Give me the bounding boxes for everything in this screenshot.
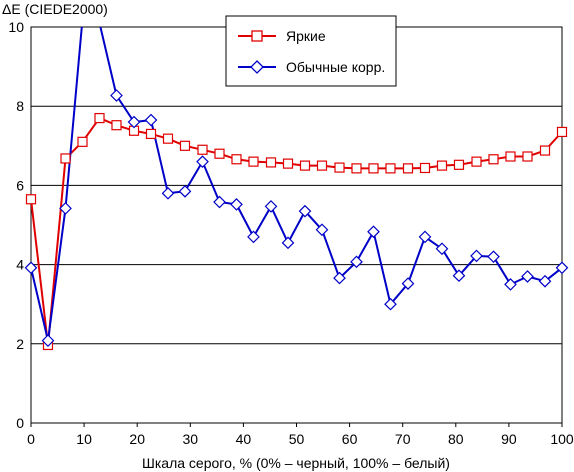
data-point-diamond	[435, 242, 449, 256]
data-point-square	[111, 120, 122, 131]
data-point-diamond	[401, 277, 415, 290]
data-point-diamond	[555, 261, 569, 275]
data-point-square	[282, 158, 294, 169]
data-point-diamond	[521, 270, 534, 283]
y-tick-label: 6	[16, 177, 24, 193]
y-tick-label: 2	[16, 336, 24, 352]
data-point-diamond	[350, 255, 363, 269]
data-point-diamond	[418, 230, 432, 244]
data-point-square	[316, 160, 328, 171]
data-point-square	[25, 194, 37, 205]
data-point-square	[145, 128, 157, 140]
x-tick-label: 50	[289, 431, 305, 447]
data-point-square	[334, 162, 345, 173]
data-point-square	[231, 154, 242, 165]
legend-marker-square	[251, 30, 263, 42]
x-tick-label: 60	[342, 431, 358, 447]
legend-box	[225, 15, 397, 87]
x-tick-label: 0	[27, 431, 35, 447]
x-axis-label: Шкала серого, % (0% – черный, 100% – бел…	[142, 455, 450, 471]
data-point-diamond	[144, 113, 158, 127]
data-point-square	[368, 163, 379, 174]
data-point-square	[385, 163, 396, 174]
data-point-square	[214, 148, 225, 159]
data-point-square	[505, 151, 516, 162]
data-point-diamond	[538, 274, 552, 288]
x-tick-label: 80	[448, 431, 464, 447]
y-tick-label: 8	[16, 98, 24, 114]
data-point-diamond	[230, 198, 243, 211]
data-point-diamond	[384, 297, 397, 311]
data-point-square	[402, 163, 414, 174]
data-point-square	[488, 154, 499, 165]
data-point-diamond	[504, 278, 517, 291]
gridlines	[31, 26, 562, 345]
data-point-diamond	[110, 89, 123, 102]
data-point-diamond	[127, 115, 141, 129]
data-point-square	[351, 163, 362, 174]
legend-label-normal: Обычные корр.	[286, 59, 385, 75]
data-point-diamond	[41, 334, 55, 347]
data-point-square	[419, 162, 431, 174]
legend-label-bright: Яркие	[286, 28, 326, 44]
x-tick-label: 90	[501, 431, 517, 447]
data-point-square	[162, 133, 174, 144]
data-point-diamond	[281, 236, 295, 250]
x-tick-label: 70	[395, 431, 411, 447]
data-point-diamond	[470, 249, 483, 263]
data-point-diamond	[333, 271, 346, 285]
data-point-diamond	[487, 250, 500, 264]
data-point-diamond	[161, 186, 175, 200]
data-point-diamond	[178, 184, 192, 198]
data-point-square	[197, 144, 208, 155]
x-tick-label: 10	[76, 431, 92, 447]
data-point-square	[471, 156, 482, 167]
y-tick-label: 4	[16, 257, 24, 273]
data-point-diamond	[24, 261, 38, 275]
data-point-square	[522, 151, 533, 162]
data-point-square	[299, 160, 311, 171]
y-tick-label: 10	[8, 19, 24, 35]
x-tick-label: 40	[236, 431, 252, 447]
data-point-diamond	[367, 225, 380, 239]
data-point-square	[179, 140, 191, 151]
data-point-square	[265, 157, 277, 168]
markers-layer	[24, 89, 569, 351]
data-point-diamond	[213, 195, 226, 209]
data-point-diamond	[247, 230, 260, 244]
data-point-diamond	[59, 202, 72, 215]
data-point-diamond	[452, 269, 466, 283]
data-point-square	[77, 136, 88, 147]
data-point-square	[539, 145, 551, 156]
data-point-square	[453, 159, 465, 170]
data-point-square	[556, 126, 568, 138]
x-tick-label: 100	[550, 431, 574, 447]
legend-marker-diamond	[250, 60, 264, 74]
data-point-square	[248, 156, 259, 167]
x-tick-label: 30	[183, 431, 199, 447]
data-point-diamond	[264, 200, 278, 213]
y-tick-label: 0	[16, 415, 24, 431]
data-point-diamond	[298, 204, 312, 218]
data-point-square	[60, 153, 71, 164]
y-axis-label: ΔE (CIEDE2000)	[2, 1, 108, 17]
x-tick-label: 20	[129, 431, 145, 447]
data-point-square	[94, 112, 105, 124]
legend: Яркие Обычные корр.	[225, 15, 397, 87]
data-point-square	[436, 160, 448, 171]
data-point-diamond	[196, 155, 209, 168]
data-point-diamond	[315, 223, 329, 237]
